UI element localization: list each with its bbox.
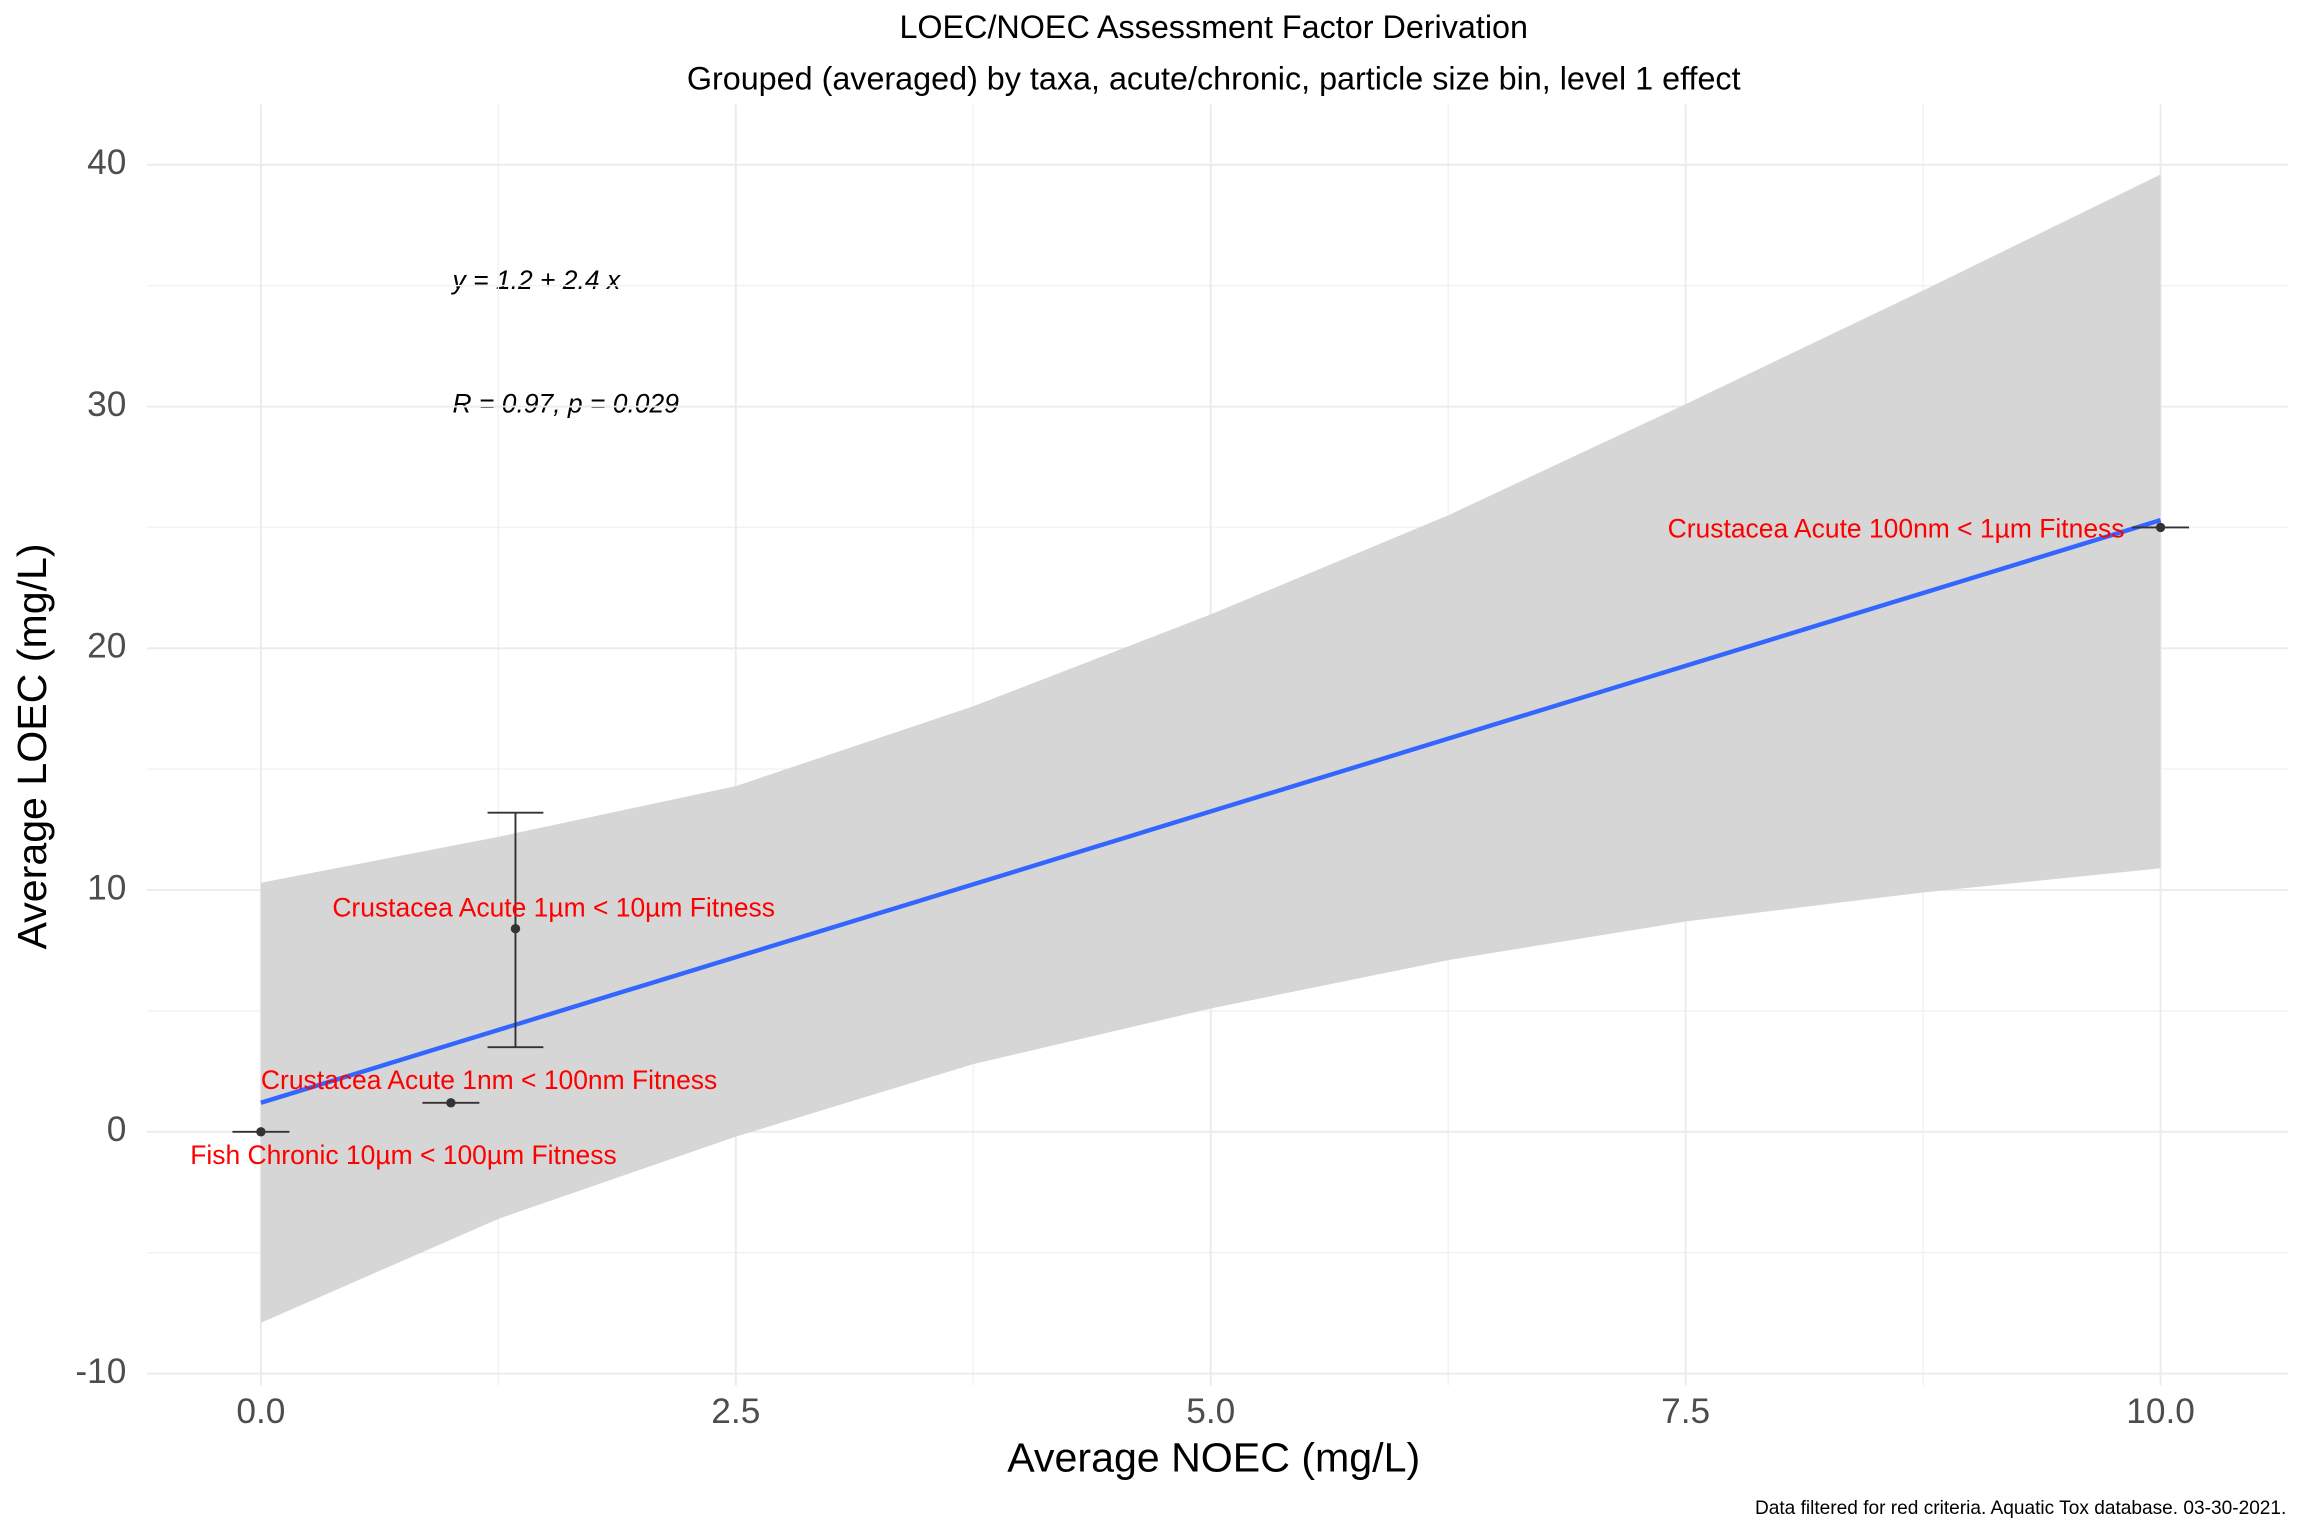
point-label: Crustacea Acute 1µm < 10µm Fitness — [332, 893, 775, 923]
point-label: Crustacea Acute 100nm < 1µm Fitness — [1668, 513, 2125, 543]
fit-line — [260, 518, 2162, 1105]
y-tick-label: 10 — [87, 868, 126, 907]
chart-title: LOEC/NOEC Assessment Factor Derivation — [899, 9, 1528, 45]
equation: y = 1.2 + 2.4 x — [451, 265, 621, 295]
x-tick-label: 5.0 — [1186, 1392, 1235, 1431]
point — [446, 1098, 456, 1108]
y-tick-label: 20 — [87, 627, 126, 666]
chart-subtitle: Grouped (averaged) by taxa, acute/chroni… — [687, 60, 1741, 96]
x-tick-label: 7.5 — [1661, 1392, 1710, 1431]
y-tick-label: 30 — [87, 385, 126, 424]
x-tick-label: 0.0 — [236, 1392, 285, 1431]
caption: Data filtered for red criteria. Aquatic … — [1755, 1498, 2286, 1519]
confidence-band — [260, 174, 2161, 1323]
point — [2155, 522, 2166, 533]
point — [256, 1127, 266, 1137]
y-tick-label: 40 — [87, 143, 126, 182]
point — [510, 924, 521, 934]
point-label: Crustacea Acute 1nm < 100nm Fitness — [261, 1065, 717, 1095]
y-tick-label: -10 — [75, 1352, 126, 1391]
point-label: Fish Chronic 10µm < 100µm Fitness — [190, 1140, 616, 1170]
x-axis-title: Average NOEC (mg/L) — [1007, 1434, 1420, 1480]
y-axis-title: Average LOEC (mg/L) — [9, 543, 55, 949]
x-tick-label: 2.5 — [711, 1392, 760, 1431]
x-tick-label: 10.0 — [2126, 1392, 2195, 1431]
y-tick-label: 0 — [107, 1110, 127, 1149]
statistics: R = 0.97, p = 0.029 — [453, 389, 680, 419]
